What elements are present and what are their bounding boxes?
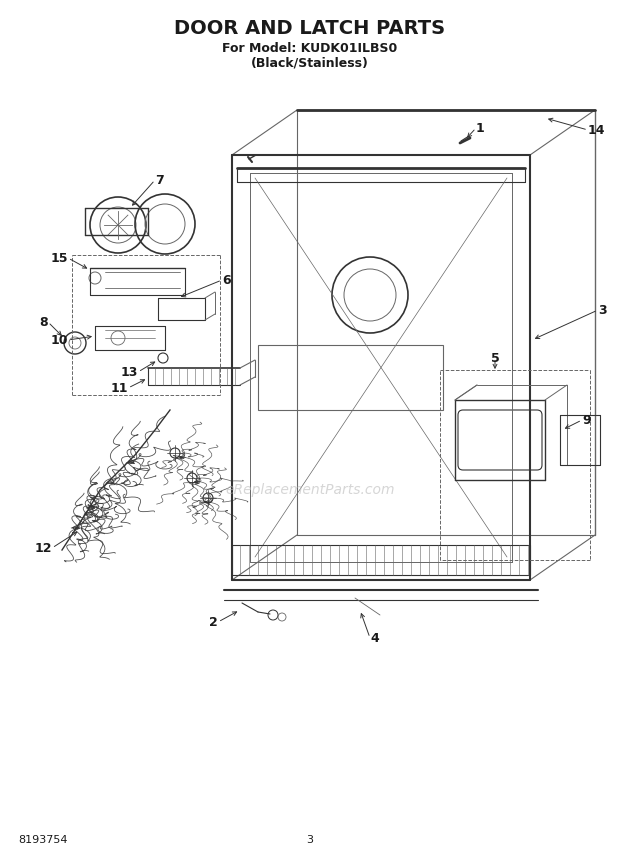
Text: 8: 8 bbox=[40, 316, 48, 329]
Text: 2: 2 bbox=[210, 615, 218, 628]
Text: For Model: KUDK01ILBS0: For Model: KUDK01ILBS0 bbox=[223, 41, 397, 55]
Text: eReplacementParts.com: eReplacementParts.com bbox=[225, 483, 395, 497]
Text: 1: 1 bbox=[476, 122, 485, 134]
Text: 11: 11 bbox=[110, 382, 128, 395]
Text: (Black/Stainless): (Black/Stainless) bbox=[251, 56, 369, 69]
Text: 5: 5 bbox=[490, 352, 499, 365]
Text: 8193754: 8193754 bbox=[18, 835, 68, 845]
Text: 14: 14 bbox=[588, 123, 606, 136]
Text: 12: 12 bbox=[35, 542, 52, 555]
Text: 3: 3 bbox=[598, 304, 606, 317]
Text: 10: 10 bbox=[50, 334, 68, 347]
Text: 6: 6 bbox=[222, 274, 231, 287]
Text: 9: 9 bbox=[582, 413, 591, 426]
Text: 4: 4 bbox=[370, 632, 379, 645]
Text: 3: 3 bbox=[306, 835, 314, 845]
Text: DOOR AND LATCH PARTS: DOOR AND LATCH PARTS bbox=[174, 19, 446, 38]
Text: 13: 13 bbox=[121, 366, 138, 378]
Text: 7: 7 bbox=[155, 174, 164, 187]
Bar bbox=[258, 345, 443, 410]
Text: 15: 15 bbox=[50, 252, 68, 265]
